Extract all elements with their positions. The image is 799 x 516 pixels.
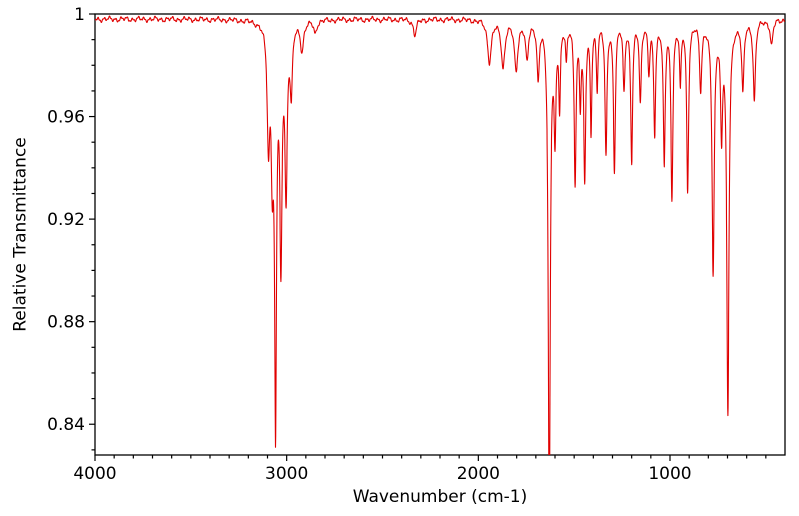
y-axis-label: Relative Transmittance <box>10 137 31 332</box>
x-tick-label: 1000 <box>648 464 691 484</box>
y-tick-label: 0.84 <box>47 415 85 435</box>
y-tick-label: 0.96 <box>47 108 85 128</box>
y-tick-label: 0.92 <box>47 210 85 230</box>
x-tick-label: 3000 <box>265 464 308 484</box>
y-tick-label: 1 <box>74 5 85 25</box>
plot-frame <box>94 13 786 456</box>
spectrum-line <box>95 15 785 455</box>
x-tick-label: 4000 <box>73 464 116 484</box>
x-tick-label: 2000 <box>457 464 500 484</box>
x-axis-label: Wavenumber (cm-1) <box>352 487 528 507</box>
y-tick-label: 0.88 <box>47 313 85 333</box>
